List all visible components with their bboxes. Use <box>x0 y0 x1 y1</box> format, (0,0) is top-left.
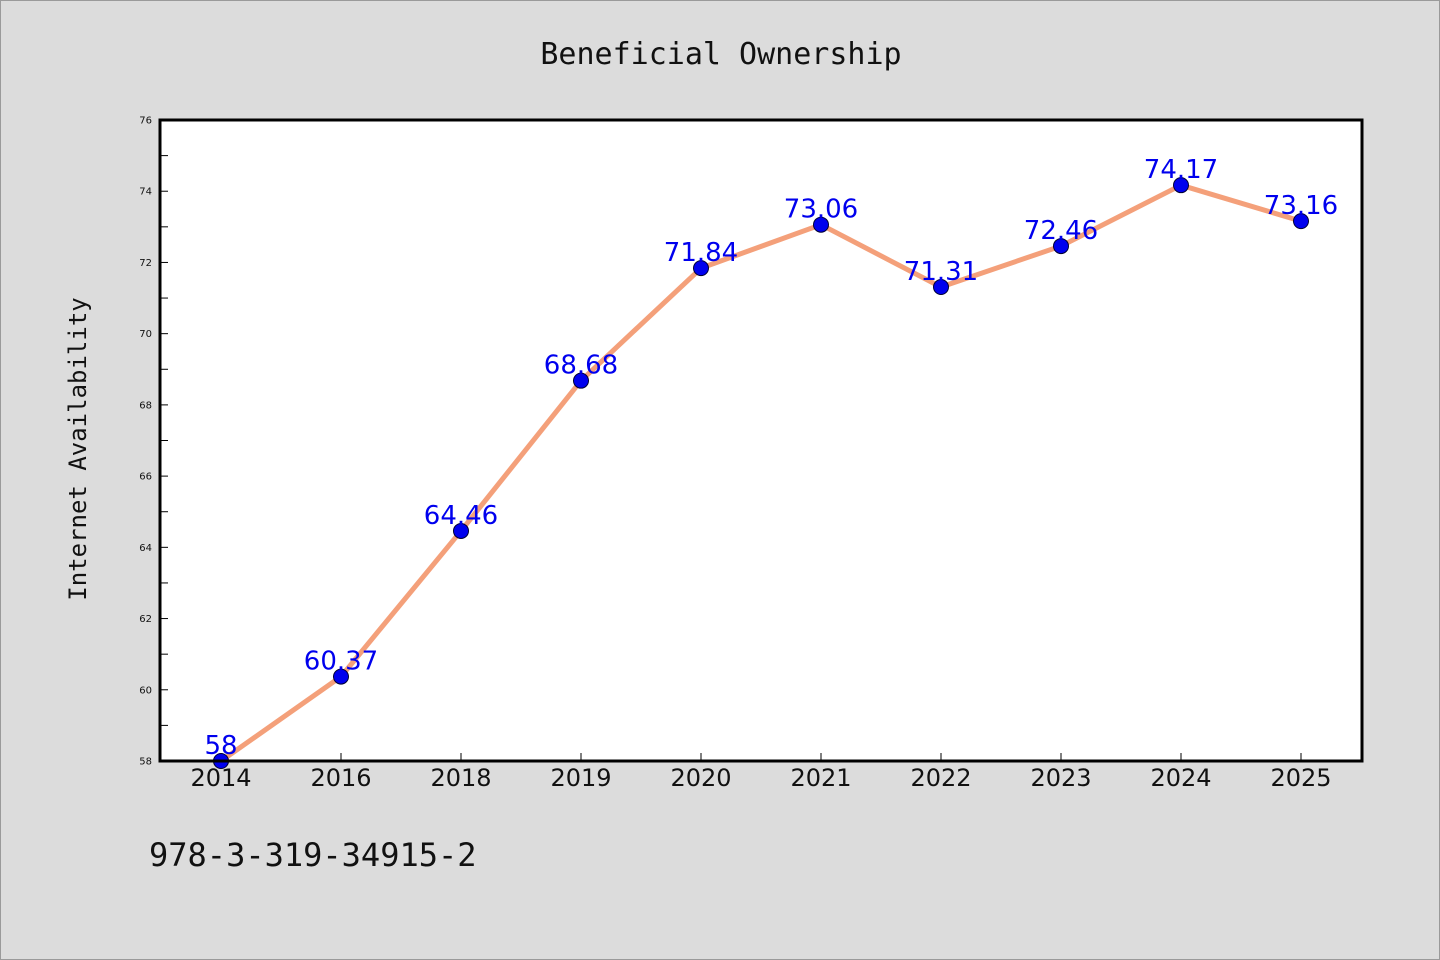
y-tick-label: 62 <box>139 614 152 625</box>
data-point <box>933 279 949 296</box>
data-point <box>1293 213 1309 230</box>
x-tick-label: 2022 <box>910 764 971 792</box>
y-tick-label: 70 <box>139 329 152 340</box>
data-label: 71.84 <box>664 238 738 268</box>
x-axis-ticks: 2014 2016 2018 2019 2020 2021 2022 2023 2024 2025 <box>190 753 1332 792</box>
data-point <box>333 668 349 685</box>
x-tick-label: 2023 <box>1030 764 1091 792</box>
data-label: 73.16 <box>1264 191 1338 221</box>
x-tick-label: 2025 <box>1270 764 1331 792</box>
footer-isbn: 978-3-319-34915-2 <box>149 836 477 874</box>
data-labels: 58 60.37 64.46 68.68 71.84 73.06 71.31 72.46 74.… <box>204 155 1338 761</box>
data-point <box>813 216 829 233</box>
data-label: 58 <box>204 731 237 761</box>
x-tick-label: 2021 <box>790 764 851 792</box>
data-label: 71.31 <box>904 257 978 287</box>
data-label: 74.17 <box>1144 155 1218 185</box>
y-tick-label: 76 <box>139 116 152 127</box>
y-tick-label: 58 <box>139 757 152 768</box>
data-point <box>573 372 589 389</box>
x-tick-label: 2019 <box>550 764 611 792</box>
data-label: 60.37 <box>304 647 378 677</box>
y-tick-label: 68 <box>139 400 152 411</box>
chart-title: Beneficial Ownership <box>540 37 901 72</box>
x-tick-label: 2016 <box>310 764 371 792</box>
y-axis-label: Internet Availability <box>64 297 92 600</box>
series-line <box>218 182 1304 764</box>
x-tick-label: 2018 <box>430 764 491 792</box>
y-tick-label: 60 <box>139 685 152 696</box>
data-point <box>693 260 709 277</box>
x-tick-label: 2024 <box>1150 764 1211 792</box>
data-point <box>1173 177 1189 194</box>
x-tick-label: 2020 <box>670 764 731 792</box>
y-tick-label: 74 <box>139 187 152 198</box>
y-tick-label: 66 <box>139 472 152 483</box>
data-point <box>1053 238 1069 255</box>
data-point <box>453 522 469 539</box>
y-tick-label: 72 <box>139 258 152 269</box>
plot-frame <box>158 118 1364 763</box>
y-tick-label: 64 <box>139 543 152 554</box>
data-label: 64.46 <box>424 501 498 531</box>
data-label: 72.46 <box>1024 216 1098 246</box>
data-label: 68.68 <box>544 351 618 381</box>
data-markers <box>213 177 1309 769</box>
data-label: 73.06 <box>784 195 858 225</box>
